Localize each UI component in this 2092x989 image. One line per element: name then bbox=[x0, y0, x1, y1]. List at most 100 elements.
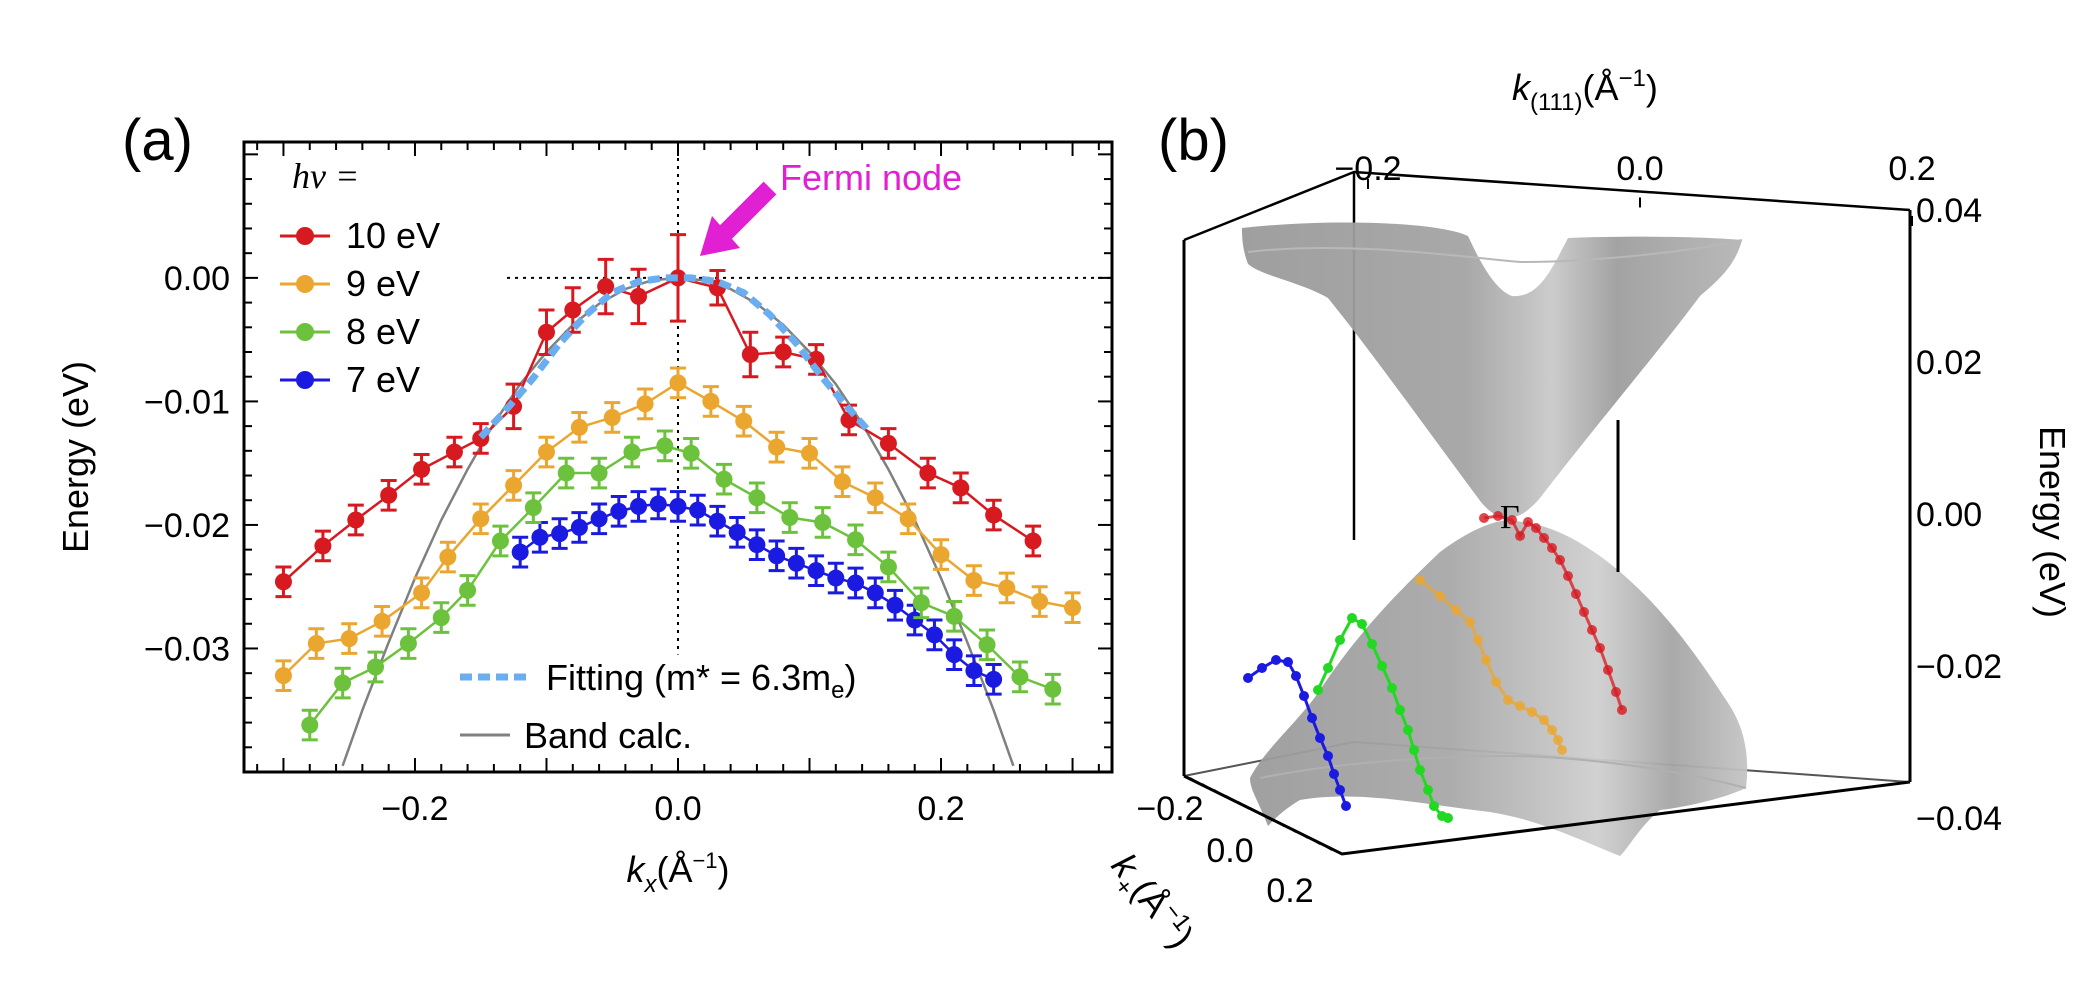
data-point bbox=[866, 489, 884, 507]
data-point bbox=[301, 716, 319, 734]
trace-point bbox=[1507, 515, 1517, 525]
data-point bbox=[524, 499, 542, 517]
trace-point bbox=[1243, 673, 1253, 683]
data-point bbox=[570, 418, 588, 436]
data-point bbox=[459, 581, 477, 599]
data-point bbox=[814, 513, 832, 531]
data-point bbox=[439, 548, 457, 566]
data-point bbox=[511, 543, 529, 561]
data-point bbox=[847, 574, 865, 592]
reference-lines bbox=[507, 142, 1112, 655]
data-point bbox=[866, 584, 884, 602]
data-point bbox=[551, 525, 569, 543]
trace-point bbox=[1323, 751, 1333, 761]
data-point bbox=[912, 594, 930, 612]
data-point bbox=[623, 443, 641, 461]
depth-tick bbox=[1309, 837, 1321, 845]
trace-10-ev bbox=[1479, 511, 1627, 715]
data-point bbox=[564, 301, 582, 319]
data-point bbox=[787, 554, 805, 572]
series-7-ev bbox=[511, 487, 1003, 696]
panel-a: (a) Energy (eV) kx(Å−1) −0.2 0.0 0.20.00−0… bbox=[55, 108, 1114, 898]
data-point bbox=[952, 479, 970, 497]
trace-8-ev bbox=[1313, 613, 1453, 823]
data-point bbox=[807, 350, 825, 368]
panel-a-label: (a) bbox=[122, 108, 193, 173]
minor-ticks bbox=[244, 142, 1112, 773]
legend-band-text: Band calc. bbox=[524, 715, 692, 756]
series-10-ev bbox=[274, 233, 1042, 599]
series-9-ev bbox=[274, 366, 1082, 692]
data-point bbox=[340, 630, 358, 648]
legend-label: 8 eV bbox=[346, 311, 420, 352]
trace-point bbox=[1271, 655, 1281, 665]
trace-7-ev bbox=[1243, 655, 1351, 811]
data-point bbox=[445, 443, 463, 461]
data-point bbox=[781, 509, 799, 527]
trace-point bbox=[1557, 745, 1567, 755]
trace-point bbox=[1429, 801, 1439, 811]
x-tick-label: 0.0 bbox=[654, 790, 701, 828]
trace-point bbox=[1595, 643, 1605, 653]
box-front-bottom bbox=[1183, 774, 1911, 856]
data-point bbox=[735, 412, 753, 430]
data-point bbox=[919, 464, 937, 482]
y-tick-label: −0.03 bbox=[144, 630, 230, 668]
data-point bbox=[656, 437, 674, 455]
fermi-node-arrow-shaft bbox=[711, 181, 777, 247]
legend-swatch-marker bbox=[296, 275, 314, 293]
legend-label: 9 eV bbox=[346, 263, 420, 304]
data-point bbox=[334, 674, 352, 692]
fermi-node-annotation: Fermi node bbox=[780, 157, 962, 198]
depth-tick bbox=[1225, 795, 1237, 803]
data-point bbox=[886, 596, 904, 614]
upper-cone-rim bbox=[1247, 239, 1743, 264]
data-point bbox=[715, 470, 733, 488]
trace-point bbox=[1473, 635, 1483, 645]
trace-point bbox=[1555, 555, 1565, 565]
data-point bbox=[847, 531, 865, 549]
data-point bbox=[945, 646, 963, 664]
upper-cone-surface bbox=[1242, 222, 1742, 519]
data-point bbox=[985, 670, 1003, 688]
y-tick-label: 0.00 bbox=[164, 260, 230, 298]
data-point bbox=[768, 438, 786, 456]
data-point bbox=[537, 443, 555, 461]
panel-b-label: (b) bbox=[1158, 108, 1229, 173]
trace-point bbox=[1423, 785, 1433, 795]
trace-point bbox=[1377, 661, 1387, 671]
trace-point bbox=[1587, 625, 1597, 635]
trace-point bbox=[1479, 513, 1489, 523]
legend-title: hν = bbox=[292, 156, 359, 196]
data-point bbox=[879, 558, 897, 576]
trace-point bbox=[1503, 695, 1513, 705]
data-point bbox=[689, 501, 707, 519]
data-point bbox=[314, 537, 332, 555]
depth-tick bbox=[1285, 825, 1297, 833]
trace-point bbox=[1491, 677, 1501, 687]
trace-point bbox=[1347, 613, 1357, 623]
data-point bbox=[879, 434, 897, 452]
trace-point bbox=[1611, 687, 1621, 697]
trace-point bbox=[1403, 725, 1413, 735]
data-point bbox=[630, 287, 648, 305]
data-point bbox=[274, 573, 292, 591]
data-point bbox=[610, 502, 628, 520]
depth-tick-label: −0.2 bbox=[1136, 790, 1203, 828]
trace-point bbox=[1257, 663, 1267, 673]
trace-point bbox=[1553, 735, 1563, 745]
depth-tick bbox=[1261, 813, 1273, 821]
data-point bbox=[906, 611, 924, 629]
depth-tick-label: 0.0 bbox=[1206, 832, 1253, 870]
data-point bbox=[557, 464, 575, 482]
data-point bbox=[505, 476, 523, 494]
trace-point bbox=[1415, 575, 1425, 585]
right-tick-label: 0.00 bbox=[1916, 496, 1982, 534]
trace-point bbox=[1563, 571, 1573, 581]
data-point bbox=[932, 546, 950, 564]
data-point bbox=[669, 269, 687, 287]
trace-point bbox=[1443, 813, 1453, 823]
depth-tick bbox=[1237, 801, 1249, 809]
depth-tick bbox=[1213, 789, 1225, 797]
data-point bbox=[1044, 680, 1062, 698]
